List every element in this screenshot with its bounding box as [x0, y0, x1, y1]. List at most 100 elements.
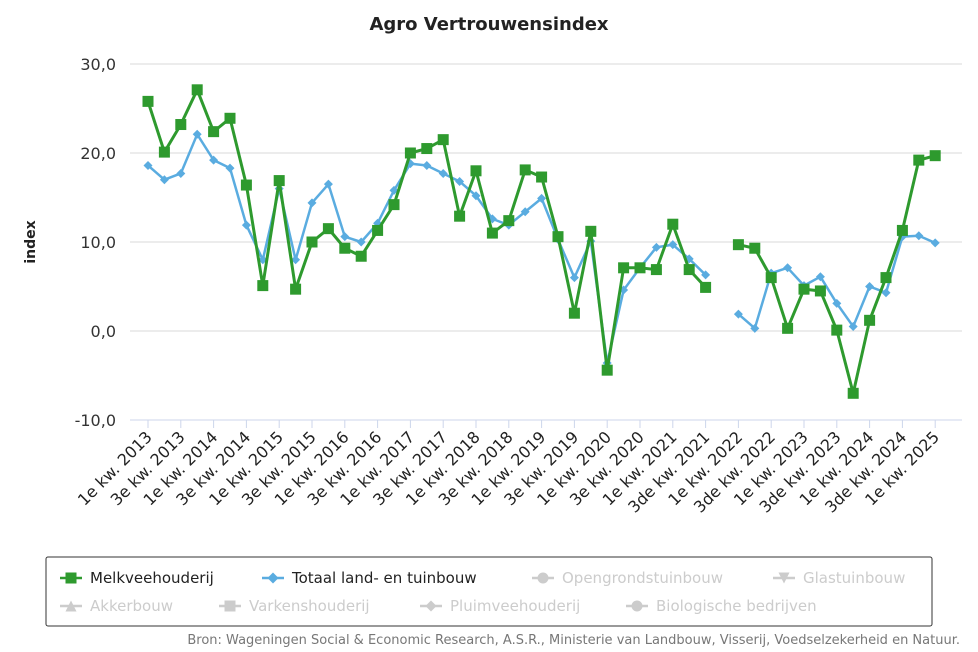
- legend-marker: [224, 600, 236, 612]
- data-point: [438, 168, 448, 178]
- legend[interactable]: Melkveehouderij Totaal land- en tuinbouw O…: [60, 569, 905, 615]
- data-point: [749, 242, 761, 254]
- legend-item[interactable]: Opengrondstuinbouw: [532, 569, 723, 587]
- legend-item[interactable]: Akkerbouw: [60, 597, 173, 615]
- data-point: [225, 163, 235, 173]
- legend-label: Akkerbouw: [90, 597, 173, 615]
- data-point: [421, 143, 433, 155]
- legend-marker: [65, 572, 77, 584]
- series-totaal-land-en-tuinbouw: [143, 129, 940, 368]
- data-point: [257, 280, 269, 292]
- data-point: [930, 238, 940, 248]
- data-point: [437, 134, 449, 146]
- data-point: [158, 146, 170, 158]
- data-point: [537, 193, 547, 203]
- data-point: [815, 272, 825, 282]
- data-point: [881, 288, 891, 298]
- legend-label: Biologische bedrijven: [656, 597, 817, 615]
- data-point: [700, 281, 712, 293]
- data-point: [143, 160, 153, 170]
- data-point: [322, 223, 334, 235]
- legend-label: Glastuinbouw: [803, 569, 905, 587]
- data-point: [323, 179, 333, 189]
- legend-label: Opengrondstuinbouw: [562, 569, 723, 587]
- data-point: [667, 218, 679, 230]
- data-point: [192, 129, 202, 139]
- data-point: [291, 255, 301, 265]
- data-point: [340, 232, 350, 242]
- data-point: [224, 112, 236, 124]
- y-tick-label: -10,0: [75, 411, 116, 430]
- data-point: [864, 314, 876, 326]
- data-point: [519, 164, 531, 176]
- legend-item[interactable]: Glastuinbouw: [773, 569, 905, 587]
- data-point: [503, 215, 515, 227]
- data-point: [470, 165, 482, 177]
- data-point: [536, 171, 548, 183]
- legend-marker: [65, 600, 77, 612]
- legend-marker: [425, 600, 437, 612]
- data-point: [159, 175, 169, 185]
- data-point: [455, 176, 465, 186]
- data-point: [783, 263, 793, 273]
- data-point: [913, 154, 925, 166]
- data-point: [388, 199, 400, 211]
- data-point: [782, 322, 794, 334]
- legend-label: Varkenshouderij: [249, 597, 370, 615]
- legend-item[interactable]: Varkenshouderij: [219, 597, 370, 615]
- data-point: [307, 198, 317, 208]
- legend-item[interactable]: Biologische bedrijven: [626, 597, 817, 615]
- data-point: [486, 227, 498, 239]
- legend-marker: [631, 600, 643, 612]
- data-point: [240, 179, 252, 191]
- data-point: [273, 175, 285, 187]
- legend-item[interactable]: Totaal land- en tuinbouw: [262, 569, 477, 587]
- data-point: [765, 272, 777, 284]
- data-point: [356, 237, 366, 247]
- source-credit: Bron: Wageningen Social & Economic Resea…: [187, 633, 960, 648]
- data-point: [847, 387, 859, 399]
- data-point: [831, 324, 843, 336]
- data-point: [651, 242, 661, 252]
- legend-marker: [778, 572, 790, 584]
- data-point: [520, 207, 530, 217]
- y-tick-label: 10,0: [80, 233, 116, 252]
- series-line: [146, 88, 707, 372]
- data-point: [290, 283, 302, 295]
- data-point: [798, 283, 810, 295]
- y-tick-label: 20,0: [80, 144, 116, 163]
- data-point: [914, 231, 924, 241]
- data-point: [355, 250, 367, 262]
- legend-item[interactable]: Pluimveehouderij: [420, 597, 580, 615]
- data-point: [209, 155, 219, 165]
- data-point: [422, 160, 432, 170]
- data-point: [865, 282, 875, 291]
- data-point: [208, 126, 220, 138]
- data-point: [372, 224, 384, 236]
- data-point: [585, 225, 597, 237]
- legend-box: [45, 556, 933, 627]
- legend-item[interactable]: Melkveehouderij: [60, 569, 214, 587]
- data-point: [241, 220, 251, 230]
- data-point: [601, 364, 613, 376]
- legend-label: Melkveehouderij: [90, 569, 214, 587]
- data-point: [650, 264, 662, 276]
- data-point: [569, 273, 579, 283]
- data-point: [142, 95, 154, 107]
- legend-marker: [267, 572, 279, 584]
- legend-marker: [537, 572, 549, 584]
- data-point: [683, 264, 695, 276]
- legend-label: Pluimveehouderij: [450, 597, 580, 615]
- data-point: [668, 240, 678, 250]
- series-melkveehouderij: [142, 84, 941, 399]
- data-point: [404, 147, 416, 159]
- data-point: [306, 236, 318, 248]
- data-point: [191, 84, 203, 96]
- data-point: [896, 224, 908, 236]
- data-point: [618, 262, 630, 274]
- y-axis-title: index: [23, 220, 39, 263]
- data-point: [733, 309, 743, 319]
- data-point: [732, 239, 744, 251]
